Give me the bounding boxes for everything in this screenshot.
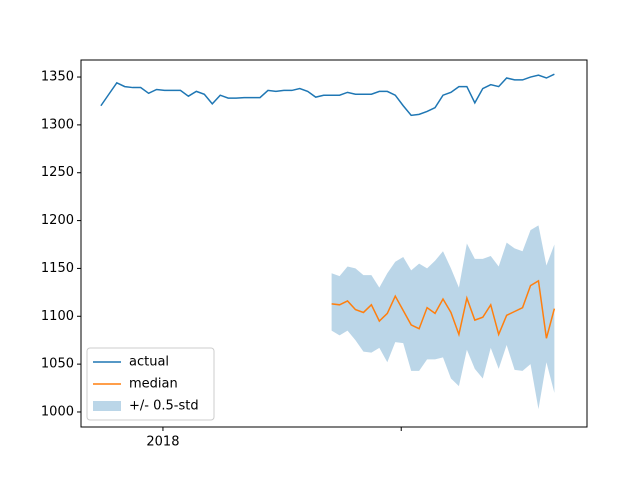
legend-label: +/- 0.5-std — [129, 399, 199, 414]
series-line — [100, 73, 555, 117]
axes-frame — [80, 59, 588, 428]
y-tick-label: 1100 — [41, 309, 74, 324]
y-tick-label: 1250 — [41, 165, 74, 180]
series-line — [331, 279, 556, 339]
y-tick-label: 1300 — [41, 117, 74, 132]
y-tick-label: 1000 — [41, 404, 74, 419]
y-tick-label: 1350 — [41, 70, 74, 85]
legend-label: actual — [129, 355, 169, 370]
x-tick-label: 2018 — [146, 435, 179, 450]
std-band — [331, 225, 555, 410]
y-tick-label: 1150 — [41, 261, 74, 276]
legend-swatch — [93, 401, 121, 411]
legend: actual median +/- 0.5-std — [86, 347, 215, 421]
y-tick-label: 1050 — [41, 357, 74, 372]
legend-box — [86, 347, 215, 421]
plot-area — [100, 73, 556, 410]
y-tick-label: 1200 — [41, 213, 74, 228]
legend-label: median — [129, 377, 178, 392]
